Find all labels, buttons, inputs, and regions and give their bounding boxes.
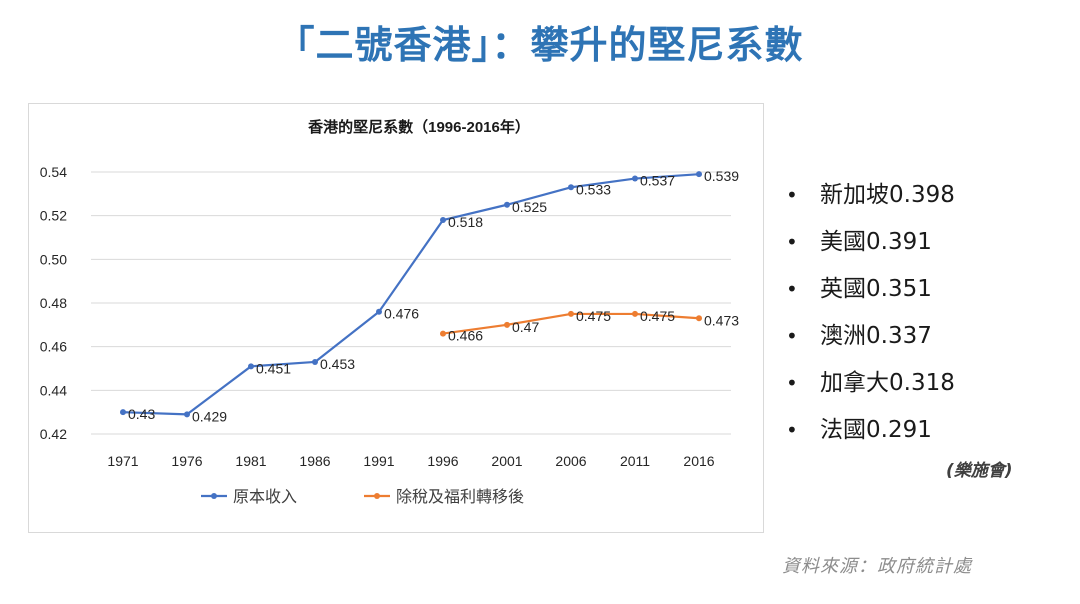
data-point [632,310,638,317]
x-tick-label: 1991 [363,453,394,469]
country-label: 新加坡0.398 [820,182,955,208]
x-tick-label: 1981 [235,453,266,469]
x-tick-label: 1971 [107,453,138,469]
x-tick-label: 2016 [683,453,714,469]
legend-label: 原本收入 [233,488,297,506]
data-label: 0.525 [512,199,547,215]
data-point [696,171,702,178]
bullet-icon: • [786,277,798,301]
bullet-icon: • [786,371,798,395]
country-label: 澳洲0.337 [820,323,932,349]
data-label: 0.47 [512,319,539,335]
list-item: • 英國0.351 [786,266,955,313]
bullet-icon: • [786,230,798,254]
chart-frame: 香港的堅尼系數（1996-2016年） 0.42 0.44 0.46 0.48 0.50 0… [28,103,764,533]
x-tick-label: 1996 [427,453,458,469]
list-item: • 法國0.291 [786,407,955,454]
data-label: 0.475 [576,308,611,324]
data-point [632,175,638,182]
data-point [184,411,190,418]
country-gini-list: • 新加坡0.398 • 美國0.391 • 英國0.351 • 澳洲0.337 • 加拿… [786,172,955,454]
data-point [248,363,254,370]
data-point [440,217,446,224]
data-point [504,321,510,328]
y-tick-label: 0.48 [40,295,67,311]
data-point [504,201,510,208]
x-tick-label: 2001 [491,453,522,469]
data-point [376,308,382,315]
list-item: • 加拿大0.318 [786,360,955,407]
data-label: 0.476 [384,306,419,322]
x-tick-label: 1986 [299,453,330,469]
data-label: 0.518 [448,214,483,230]
legend-marker [211,493,217,499]
source-organization-note: (樂施會) [946,461,1013,481]
slide-title: 「二號香港」：攀升的堅尼系數 [276,23,804,67]
bullet-icon: • [786,324,798,348]
data-label: 0.451 [256,360,291,376]
list-item: • 新加坡0.398 [786,172,955,219]
data-label: 0.537 [640,173,675,189]
data-label: 0.43 [128,406,155,422]
y-tick-label: 0.52 [40,208,67,224]
data-label: 0.533 [576,181,611,197]
data-point [568,310,574,317]
legend-marker [374,493,380,499]
chart-title: 香港的堅尼系數（1996-2016年） [308,118,530,136]
bullet-icon: • [786,418,798,442]
x-tick-label: 2006 [555,453,586,469]
data-label: 0.453 [320,356,355,372]
country-label: 英國0.351 [820,276,932,302]
data-label: 0.429 [192,408,227,424]
y-tick-label: 0.54 [40,164,67,180]
y-tick-label: 0.44 [40,382,67,398]
y-tick-label: 0.42 [40,426,67,442]
country-label: 美國0.391 [820,229,932,255]
data-label: 0.475 [640,308,675,324]
data-point [312,358,318,365]
x-tick-label: 1976 [171,453,202,469]
series-line [122,173,700,416]
x-tick-label: 2011 [620,453,650,469]
data-label: 0.473 [704,312,739,328]
data-point [696,315,702,322]
gini-line-chart: 香港的堅尼系數（1996-2016年） 0.42 0.44 0.46 0.48 0.50 0… [40,118,739,506]
bullet-icon: • [786,183,798,207]
country-label: 法國0.291 [820,417,932,443]
data-point [568,184,574,191]
list-item: • 美國0.391 [786,219,955,266]
data-label: 0.466 [448,328,483,344]
data-point [440,330,446,337]
list-item: • 澳洲0.337 [786,313,955,360]
data-point [120,409,126,416]
legend-label: 除稅及福利轉移後 [396,488,524,506]
data-label: 0.539 [704,168,739,184]
country-label: 加拿大0.318 [820,370,955,396]
data-source: 資料來源：政府統計處 [782,556,972,577]
y-tick-label: 0.46 [40,339,67,355]
y-tick-label: 0.50 [40,251,67,267]
